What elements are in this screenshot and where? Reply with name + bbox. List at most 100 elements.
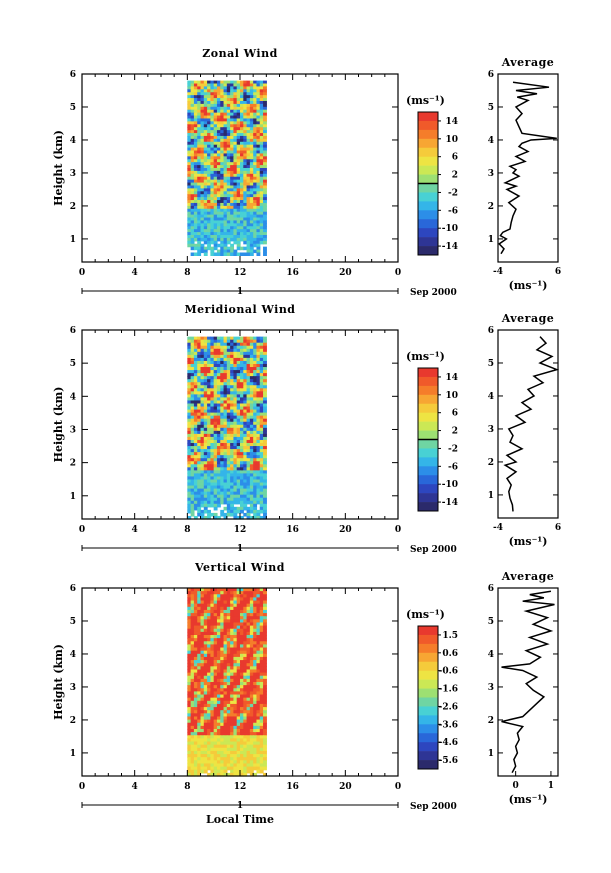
average-title: Average	[501, 570, 555, 583]
heatmap-cell	[213, 357, 218, 362]
heatmap-cell	[259, 339, 264, 344]
heatmap-cell	[230, 725, 235, 730]
heatmap-cell	[210, 147, 215, 152]
heatmap-cell	[263, 512, 267, 517]
heatmap-cell	[259, 500, 264, 505]
heatmap-cell	[246, 351, 251, 356]
heatmap-cell	[203, 650, 208, 655]
heatmap-cell	[187, 688, 192, 692]
heatmap-cell	[230, 455, 235, 459]
heatmap-cell	[233, 647, 238, 652]
heatmap-cell	[256, 439, 261, 444]
heatmap-cell	[259, 382, 264, 386]
heatmap-cell	[233, 188, 238, 192]
heatmap-cell	[193, 191, 198, 195]
heatmap-cell	[210, 80, 215, 85]
heatmap-cell	[240, 200, 244, 204]
heatmap-cell	[203, 176, 208, 181]
heatmap-cell	[220, 182, 225, 187]
heatmap-cell	[210, 672, 215, 677]
heatmap-cell	[207, 452, 211, 456]
heatmap-cell	[256, 147, 261, 152]
heatmap-cell	[246, 373, 251, 377]
heatmap-cell	[210, 719, 215, 724]
heatmap-cell	[207, 168, 211, 172]
heatmap-cell	[220, 713, 225, 718]
heatmap-cell	[187, 150, 192, 155]
heatmap-cell	[197, 509, 202, 514]
heatmap-cell	[207, 591, 211, 595]
heatmap-cell	[256, 118, 261, 122]
heatmap-cell	[246, 357, 251, 362]
heatmap-cell	[190, 162, 195, 166]
heatmap-cell	[230, 226, 235, 230]
heatmap-cell	[220, 144, 225, 149]
heatmap-cell	[256, 433, 261, 438]
heatmap-cell	[213, 675, 218, 680]
heatmap-cell	[216, 200, 221, 204]
heatmap-cell	[213, 406, 218, 411]
heatmap-cell	[223, 220, 228, 224]
heatmap-cell	[190, 418, 195, 423]
heatmap-cell	[236, 391, 241, 395]
heatmap-cell	[263, 644, 267, 649]
heatmap-cell	[223, 763, 228, 768]
heatmap-cell	[207, 95, 211, 99]
heatmap-cell	[213, 763, 218, 768]
heatmap-cell	[263, 229, 267, 233]
heatmap-cell	[220, 609, 225, 614]
heatmap-cell	[223, 351, 228, 356]
heatmap-cell	[230, 631, 235, 636]
heatmap-cell	[256, 703, 261, 708]
heatmap-cell	[190, 197, 195, 201]
heatmap-cell	[197, 229, 202, 233]
heatmap-cell	[197, 719, 202, 724]
heatmap-cell	[200, 600, 205, 605]
heatmap-cell	[226, 403, 231, 408]
heatmap-cell	[236, 130, 241, 134]
heatmap-cell	[216, 127, 221, 131]
colorbar-swatch	[418, 626, 438, 636]
heatmap-cell	[256, 488, 261, 493]
heatmap-cell	[256, 170, 261, 175]
heatmap-cell	[187, 237, 192, 242]
heatmap-cell	[226, 660, 231, 664]
heatmap-cell	[216, 427, 221, 432]
heatmap-cell	[263, 763, 267, 768]
heatmap-cell	[207, 176, 211, 181]
y-tick-label: 2	[70, 459, 76, 469]
heatmap-cell	[249, 135, 254, 140]
heatmap-cell	[233, 397, 238, 402]
heatmap-cell	[233, 430, 238, 435]
heatmap-cell	[226, 697, 231, 702]
heatmap-cell	[213, 446, 218, 450]
heatmap-cell	[220, 243, 225, 248]
heatmap-cell	[223, 191, 228, 195]
heatmap-cell	[230, 741, 235, 746]
heatmap-cell	[246, 763, 251, 768]
heatmap-cell	[230, 738, 235, 743]
heatmap-cell	[220, 95, 225, 99]
heatmap-cell	[240, 675, 244, 680]
heatmap-cell	[263, 100, 267, 105]
heatmap-cell	[243, 666, 248, 671]
heatmap-cell	[249, 351, 254, 356]
heatmap-cell	[216, 98, 221, 102]
heatmap-cell	[207, 240, 211, 245]
heatmap-cell	[207, 503, 211, 508]
heatmap-cell	[236, 100, 241, 105]
heatmap-cell	[259, 133, 264, 137]
heatmap-cell	[253, 473, 258, 478]
heatmap-cell	[190, 124, 195, 128]
heatmap-cell	[240, 232, 244, 236]
heatmap-cell	[216, 461, 221, 465]
heatmap-cell	[203, 591, 208, 595]
heatmap-cell	[193, 185, 198, 189]
heatmap-cell	[240, 669, 244, 674]
heatmap-cell	[223, 713, 228, 718]
heatmap-cell	[249, 613, 254, 617]
heatmap-cell	[197, 750, 202, 755]
heatmap-cell	[243, 628, 248, 633]
heatmap-cell	[187, 467, 192, 471]
heatmap-cell	[226, 494, 231, 499]
